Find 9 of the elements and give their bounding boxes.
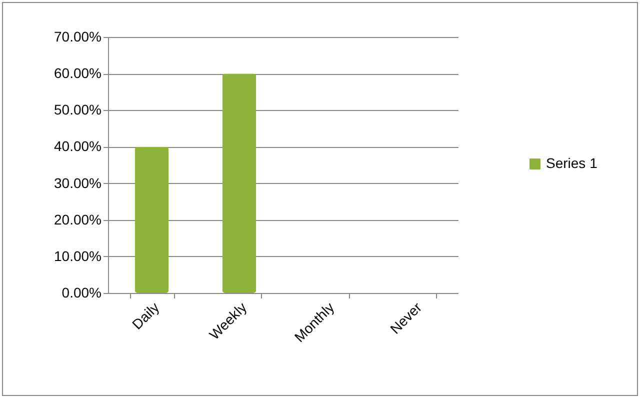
y-tick-label: 30.00% [54,174,102,191]
y-tick-label: 70.00% [54,28,102,44]
y-tick-label: 40.00% [54,138,102,154]
y-tick-label: 20.00% [54,211,102,228]
y-tick-label: 10.00% [54,248,102,264]
y-tick-label: 50.00% [54,102,102,118]
legend-label: Series 1 [546,155,598,171]
y-tick-label: 0.00% [62,284,102,300]
y-tick-label: 60.00% [54,65,102,82]
